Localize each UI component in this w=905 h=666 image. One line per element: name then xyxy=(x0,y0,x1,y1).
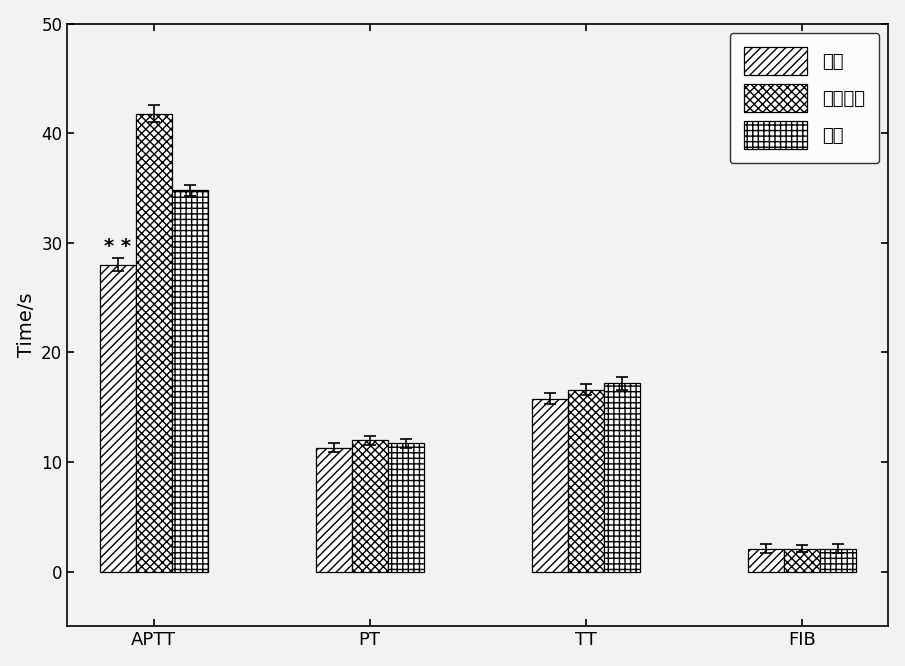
Bar xyxy=(567,390,604,571)
Y-axis label: Time/s: Time/s xyxy=(16,293,35,358)
Bar xyxy=(352,440,387,571)
Bar xyxy=(172,190,207,571)
Bar xyxy=(532,398,567,571)
Text: * *: * * xyxy=(104,237,131,256)
Bar xyxy=(604,383,640,571)
Bar xyxy=(748,549,784,571)
Legend: 三七, 阿司匹林, 空白: 三七, 阿司匹林, 空白 xyxy=(729,33,880,163)
Bar xyxy=(784,549,820,571)
Bar xyxy=(820,549,856,571)
Bar xyxy=(136,113,172,571)
Bar xyxy=(100,265,136,571)
Bar xyxy=(316,448,352,571)
Bar xyxy=(387,444,424,571)
